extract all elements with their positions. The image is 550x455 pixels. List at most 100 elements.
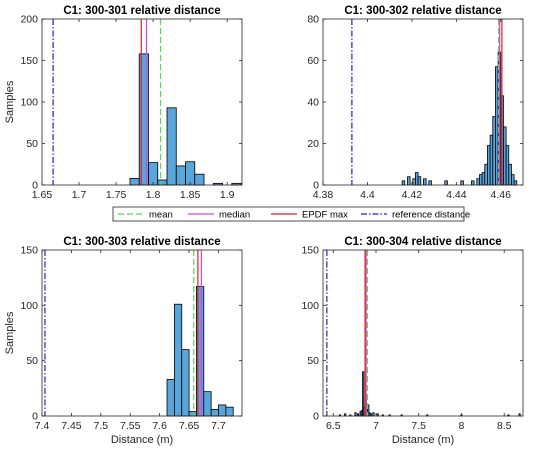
histogram-bar [166, 107, 177, 186]
x-tick-label: 7.45 [61, 420, 82, 432]
histogram-bar [175, 165, 186, 186]
histogram-bar [129, 177, 140, 186]
histogram-bar [372, 412, 375, 417]
x-tick-label: 1.8 [146, 189, 161, 201]
x-tick-label: 7.4 [35, 420, 50, 432]
histogram-bar [471, 180, 475, 186]
y-tick-label: 0 [32, 180, 38, 192]
x-tick-label: 1.75 [106, 189, 127, 201]
histogram-bar [479, 174, 483, 186]
histogram-bar [508, 163, 512, 186]
histogram-bar [412, 178, 416, 186]
chart-title: C1: 300-301 relative distance [63, 5, 220, 17]
legend-label: mean [149, 210, 173, 221]
y-tick-label: 0 [313, 180, 319, 192]
histogram-bar [423, 178, 427, 186]
y-tick-label: 100 [20, 97, 38, 109]
histogram-bar [173, 303, 183, 417]
y-tick-label: 0 [32, 411, 38, 423]
chart-title: C1: 300-302 relative distance [344, 5, 501, 17]
histogram-bar [484, 163, 488, 186]
histogram-bar [415, 172, 419, 186]
histogram-bar [503, 126, 507, 186]
x-tick-label: 7.65 [179, 420, 200, 432]
x-tick-label: 4.4 [360, 189, 375, 201]
x-tick-label: 1.7 [72, 189, 87, 201]
histogram-bar [407, 176, 411, 186]
legend-label: median [219, 210, 250, 221]
histogram-bar [444, 180, 448, 186]
legend-label: EPDF max [302, 210, 348, 221]
histogram-bar [489, 134, 494, 186]
x-tick-label: 8 [459, 420, 465, 432]
histogram-bar [513, 180, 518, 186]
histogram-bar [138, 53, 149, 186]
histogram-bar [481, 172, 486, 186]
x-tick-label: 7.5 [94, 420, 109, 432]
x-axis-label: Distance (m) [392, 434, 454, 446]
x-tick-label: 6.5 [326, 420, 341, 432]
chart-title: C1: 300-303 relative distance [63, 236, 220, 248]
y-axis-label: Samples [4, 80, 16, 123]
histogram-bar [417, 176, 422, 186]
subplot-300-301: 1.65 1.7 1.75 1.8 1.85 1.9 0 50 100 150 200 C1: 300… [4, 5, 243, 201]
histogram-bar [487, 145, 491, 186]
y-tick-label: 100 [20, 300, 38, 312]
axes-box [41, 249, 243, 417]
x-tick-label: 7.55 [120, 420, 141, 432]
y-tick-label: 50 [307, 355, 319, 367]
x-tick-label: 7.5 [411, 420, 426, 432]
histogram-bar [210, 408, 219, 417]
histogram-bar [401, 180, 406, 186]
legend: mean median EPDF max reference distance [112, 206, 470, 222]
y-tick-label: 20 [307, 138, 319, 150]
x-tick-label: 4.46 [491, 189, 512, 201]
axes-box [322, 249, 524, 417]
y-tick-label: 150 [301, 245, 319, 257]
histogram-bar [354, 412, 357, 417]
subplot-300-302: 4.38 4.4 4.42 4.44 4.46 0 20 40 60 80 C1: 300-302 … [307, 5, 524, 201]
histogram-bar [460, 180, 464, 186]
subplot-300-303: 7.4 7.45 7.5 7.55 7.6 7.65 7.7 0 50 100 150 C1: 300… [4, 236, 243, 446]
chart-title: C1: 300-304 relative distance [344, 236, 501, 248]
y-tick-label: 100 [301, 300, 319, 312]
histogram-bar [495, 66, 499, 186]
histogram-bar [225, 406, 234, 417]
histogram-bar [218, 404, 227, 417]
x-tick-label: 1.65 [32, 189, 53, 201]
histogram-bar [148, 162, 159, 186]
histogram-bar [505, 145, 510, 186]
y-tick-label: 150 [20, 245, 38, 257]
y-tick-label: 80 [307, 14, 319, 26]
y-tick-label: 50 [26, 355, 38, 367]
histogram-bar [166, 379, 175, 417]
histogram-bar [181, 349, 190, 417]
x-tick-label: 4.38 [313, 189, 334, 201]
x-tick-label: 7 [373, 420, 379, 432]
histogram-bar [492, 116, 496, 186]
x-tick-label: 1.9 [220, 189, 235, 201]
y-tick-label: 60 [307, 55, 319, 67]
x-axis-label: Distance (m) [111, 434, 173, 446]
y-axis-label: Samples [4, 311, 16, 354]
legend-label: reference distance [392, 210, 470, 221]
histogram-bar [188, 411, 197, 417]
histogram-bar [157, 179, 168, 186]
y-tick-label: 40 [307, 97, 319, 109]
histogram-bar [194, 173, 205, 186]
x-tick-label: 1.85 [180, 189, 201, 201]
x-tick-label: 7.6 [152, 420, 167, 432]
x-tick-label: 4.44 [446, 189, 467, 201]
x-tick-label: 4.42 [402, 189, 423, 201]
histogram-bar [428, 180, 432, 186]
subplot-300-304: 6.5 7 7.5 8 8.5 0 50 100 150 C1: 300-304 relative… [301, 236, 524, 446]
plot-area [323, 250, 523, 416]
x-tick-label: 8.5 [497, 420, 512, 432]
y-tick-label: 50 [26, 138, 38, 150]
y-tick-label: 150 [20, 55, 38, 67]
y-tick-label: 0 [313, 411, 319, 423]
y-tick-label: 200 [20, 14, 38, 26]
histogram-bar [476, 178, 480, 186]
